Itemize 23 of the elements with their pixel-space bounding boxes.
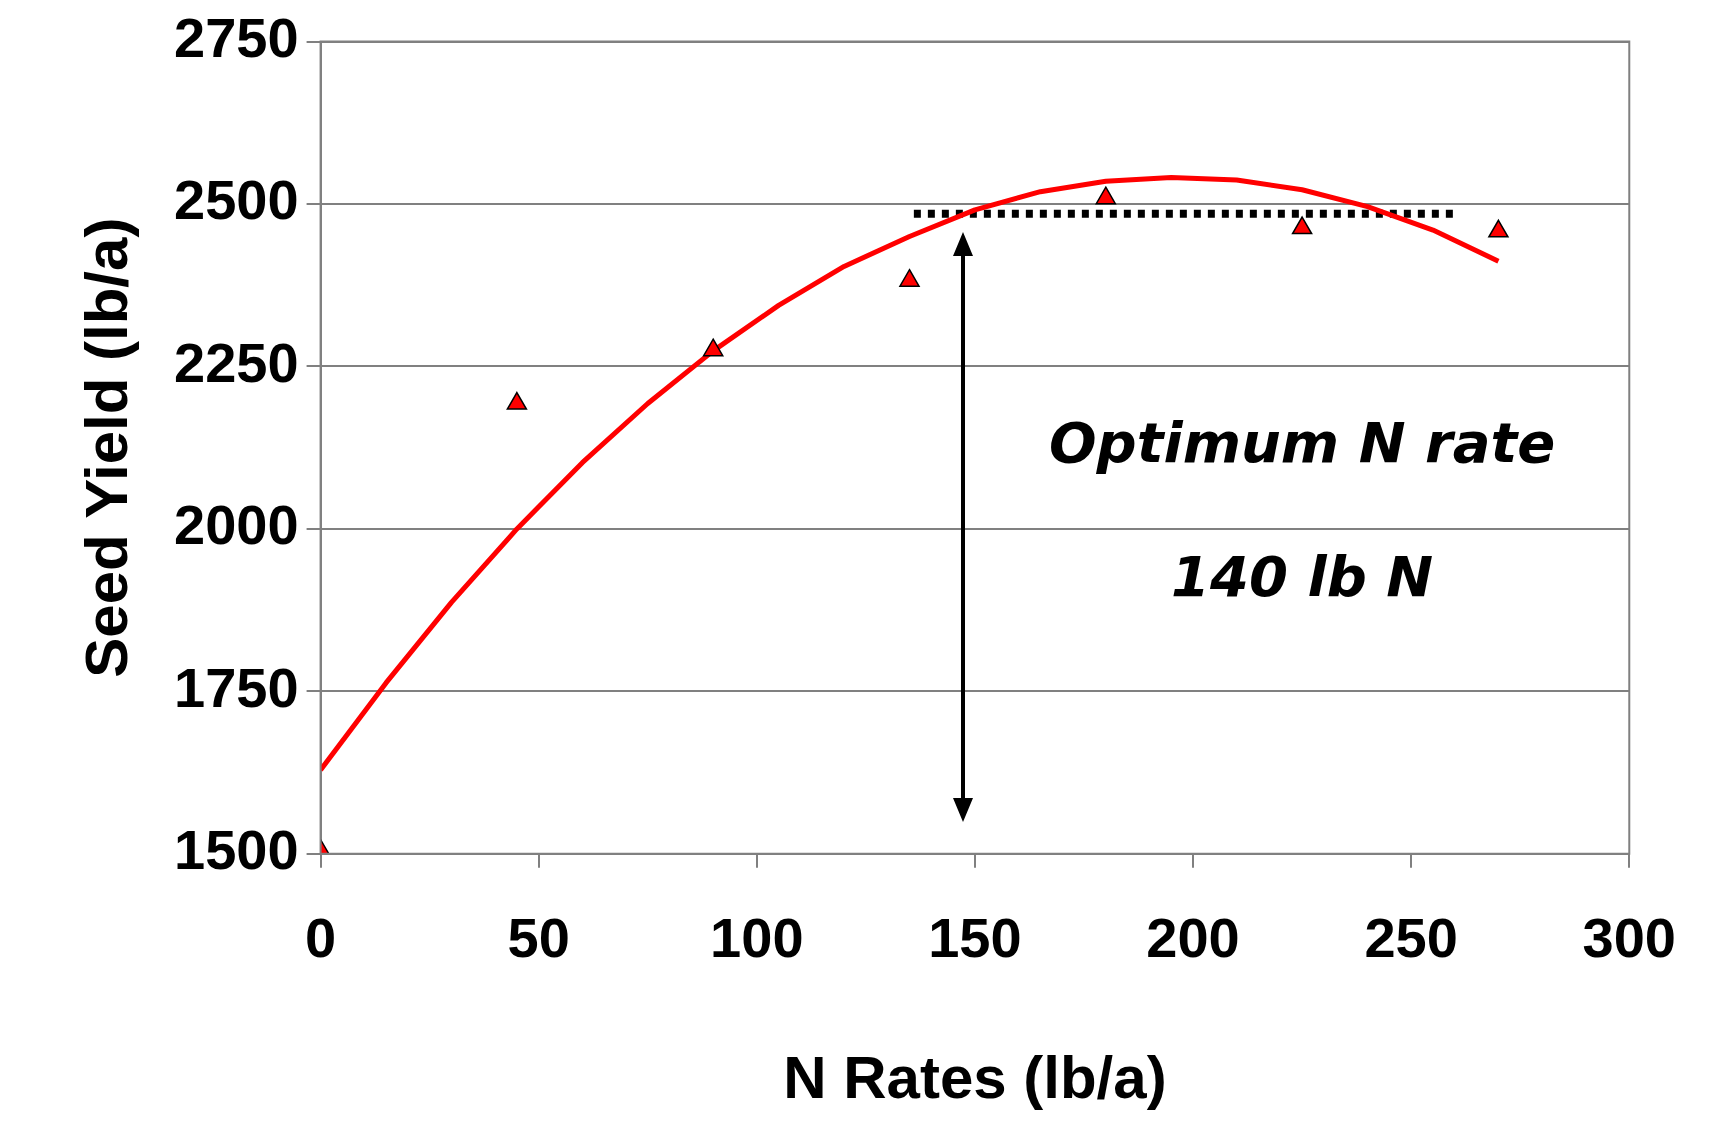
x-tick-label: 100	[710, 905, 804, 969]
annotation: 140 lb N	[1171, 544, 1434, 610]
point	[899, 268, 920, 287]
y-tick-label: 2500	[174, 168, 299, 232]
y-tick-label: 1750	[174, 655, 299, 719]
x-tick-label: 150	[928, 905, 1022, 969]
x-axis-title: N Rates (lb/a)	[783, 1043, 1167, 1111]
x-tick-label: 200	[1146, 905, 1240, 969]
y-tick-label: 2750	[174, 6, 299, 70]
annotation: Optimum N rate	[1048, 410, 1556, 476]
point	[1095, 186, 1117, 205]
y-tick-label: 2000	[174, 493, 299, 557]
x-tick-label: 0	[305, 905, 337, 969]
point	[1291, 216, 1313, 235]
y-tick-label: 2250	[174, 330, 299, 394]
point	[702, 338, 724, 357]
x-tick-label: 300	[1582, 905, 1676, 969]
y-tick-label: 1500	[174, 818, 299, 882]
point	[1488, 219, 1509, 238]
y-axis-title: Seed Yield (lb/a)	[72, 217, 140, 678]
point	[506, 391, 528, 410]
x-tick-label: 50	[507, 905, 570, 969]
x-tick-label: 250	[1364, 905, 1458, 969]
